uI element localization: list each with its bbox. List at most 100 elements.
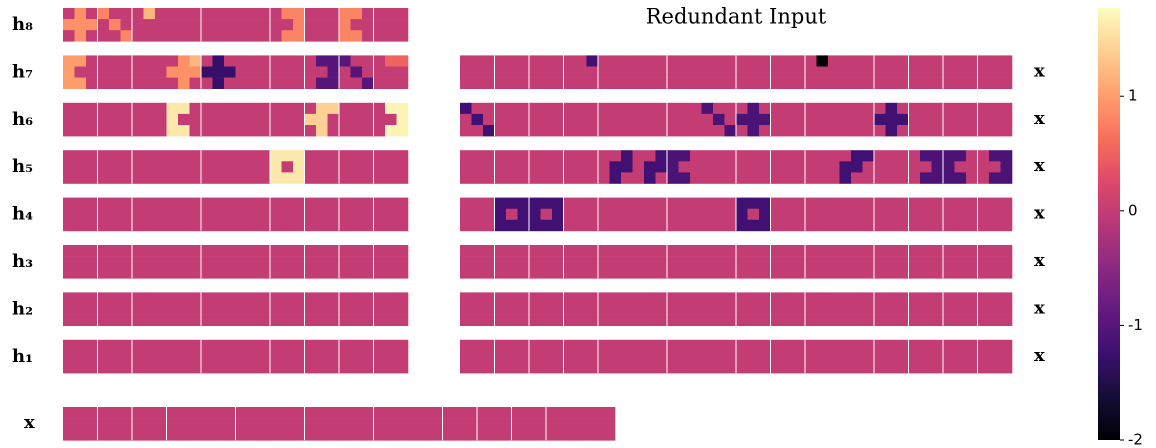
heat-cell: [908, 292, 921, 304]
heat-cell: [483, 292, 495, 304]
heat-cell: [258, 219, 271, 232]
heat-cell: [109, 30, 121, 42]
heat-cell: [667, 150, 679, 162]
heat-cell: [506, 303, 518, 315]
heat-cell: [724, 197, 737, 209]
heat-cell: [224, 77, 236, 89]
heat-cell: [609, 314, 622, 326]
heat-cell: [385, 161, 397, 173]
heat-cell: [258, 150, 271, 162]
heat-cell: [454, 407, 466, 419]
heat-cell: [166, 30, 179, 42]
heat-cell: [759, 303, 771, 315]
heat-cell: [327, 19, 340, 31]
heat-cell: [132, 267, 144, 279]
heat-cell: [86, 77, 98, 89]
heat-cell: [247, 19, 259, 31]
heat-cell: [385, 314, 397, 326]
heat-cell: [293, 113, 305, 126]
heat-cell: [339, 150, 351, 162]
heat-cell: [644, 350, 656, 363]
heat-cell: [293, 429, 305, 441]
heat-cell: [109, 113, 121, 126]
heat-cell: [178, 292, 190, 304]
heat-cell: [678, 267, 691, 279]
heat-cell: [563, 77, 576, 89]
heat-cell: [954, 77, 967, 89]
heat-cell: [385, 407, 397, 419]
row-right-label: x: [1034, 345, 1045, 366]
heat-cell: [132, 339, 144, 352]
heat-cell: [143, 314, 156, 326]
heat-cell: [293, 208, 305, 221]
heat-cell: [86, 303, 98, 315]
heat-cell: [270, 339, 282, 352]
heat-cell: [598, 208, 610, 221]
heat-cell: [293, 219, 305, 232]
heat-cell: [74, 407, 87, 419]
heat-cell: [805, 125, 817, 137]
heat-cell: [350, 30, 363, 42]
heat-cell: [598, 197, 610, 209]
heat-cell: [109, 208, 121, 221]
heat-cell: [460, 362, 472, 374]
heat-cell: [178, 339, 190, 352]
heat-cell: [782, 350, 794, 363]
heat-cell: [598, 113, 610, 126]
heat-cell: [385, 150, 397, 162]
heat-cell: [488, 429, 501, 441]
heat-cell: [931, 77, 944, 89]
heat-cell: [782, 77, 794, 89]
heat-cell: [270, 208, 282, 221]
heat-cell: [270, 19, 282, 31]
heat-cell: [396, 339, 409, 352]
heat-cell: [201, 407, 213, 419]
heat-cell: [770, 102, 783, 115]
heat-cell: [678, 219, 691, 232]
heat-cell: [166, 19, 179, 31]
heat-cell: [575, 219, 587, 232]
heat-cell: [224, 150, 236, 162]
heat-cell: [201, 30, 213, 42]
heat-cell: [667, 197, 679, 209]
heat-cell: [931, 113, 944, 126]
heat-cell: [178, 256, 190, 268]
heat-cell: [828, 150, 840, 162]
heat-cell: [529, 197, 541, 209]
heat-cell: [373, 429, 386, 441]
heat-cell: [759, 125, 771, 137]
heat-cell: [396, 30, 409, 42]
heat-cell: [362, 55, 374, 67]
heat-cell: [621, 125, 633, 137]
heat-cell: [621, 339, 633, 352]
heat-cell: [189, 125, 202, 137]
row-label: h₇: [12, 61, 33, 82]
row-right-label: x: [1034, 250, 1045, 271]
heat-cell: [598, 102, 610, 115]
heat-cell: [690, 256, 702, 268]
heat-cell: [258, 102, 271, 115]
heat-cell: [396, 429, 409, 441]
heat-cell: [874, 245, 886, 257]
heat-cell: [966, 362, 978, 374]
heat-cell: [966, 125, 978, 137]
heat-cell: [632, 314, 645, 326]
heat-cell: [552, 219, 564, 232]
heat-cell: [74, 161, 87, 173]
heat-cell: [396, 66, 409, 78]
heat-cell: [598, 219, 610, 232]
heat-cell: [143, 219, 156, 232]
heat-cell: [690, 66, 702, 78]
heat-cell: [385, 77, 397, 89]
heat-cell: [488, 407, 501, 419]
heat-cell: [373, 219, 386, 232]
heat-cell: [540, 77, 553, 89]
heat-cell: [586, 55, 599, 67]
heat-cell: [86, 172, 98, 184]
heat-cell: [281, 125, 294, 137]
heat-cell: [460, 219, 472, 232]
heat-cell: [851, 172, 863, 184]
heat-cell: [155, 350, 167, 363]
heat-cell: [494, 303, 507, 315]
